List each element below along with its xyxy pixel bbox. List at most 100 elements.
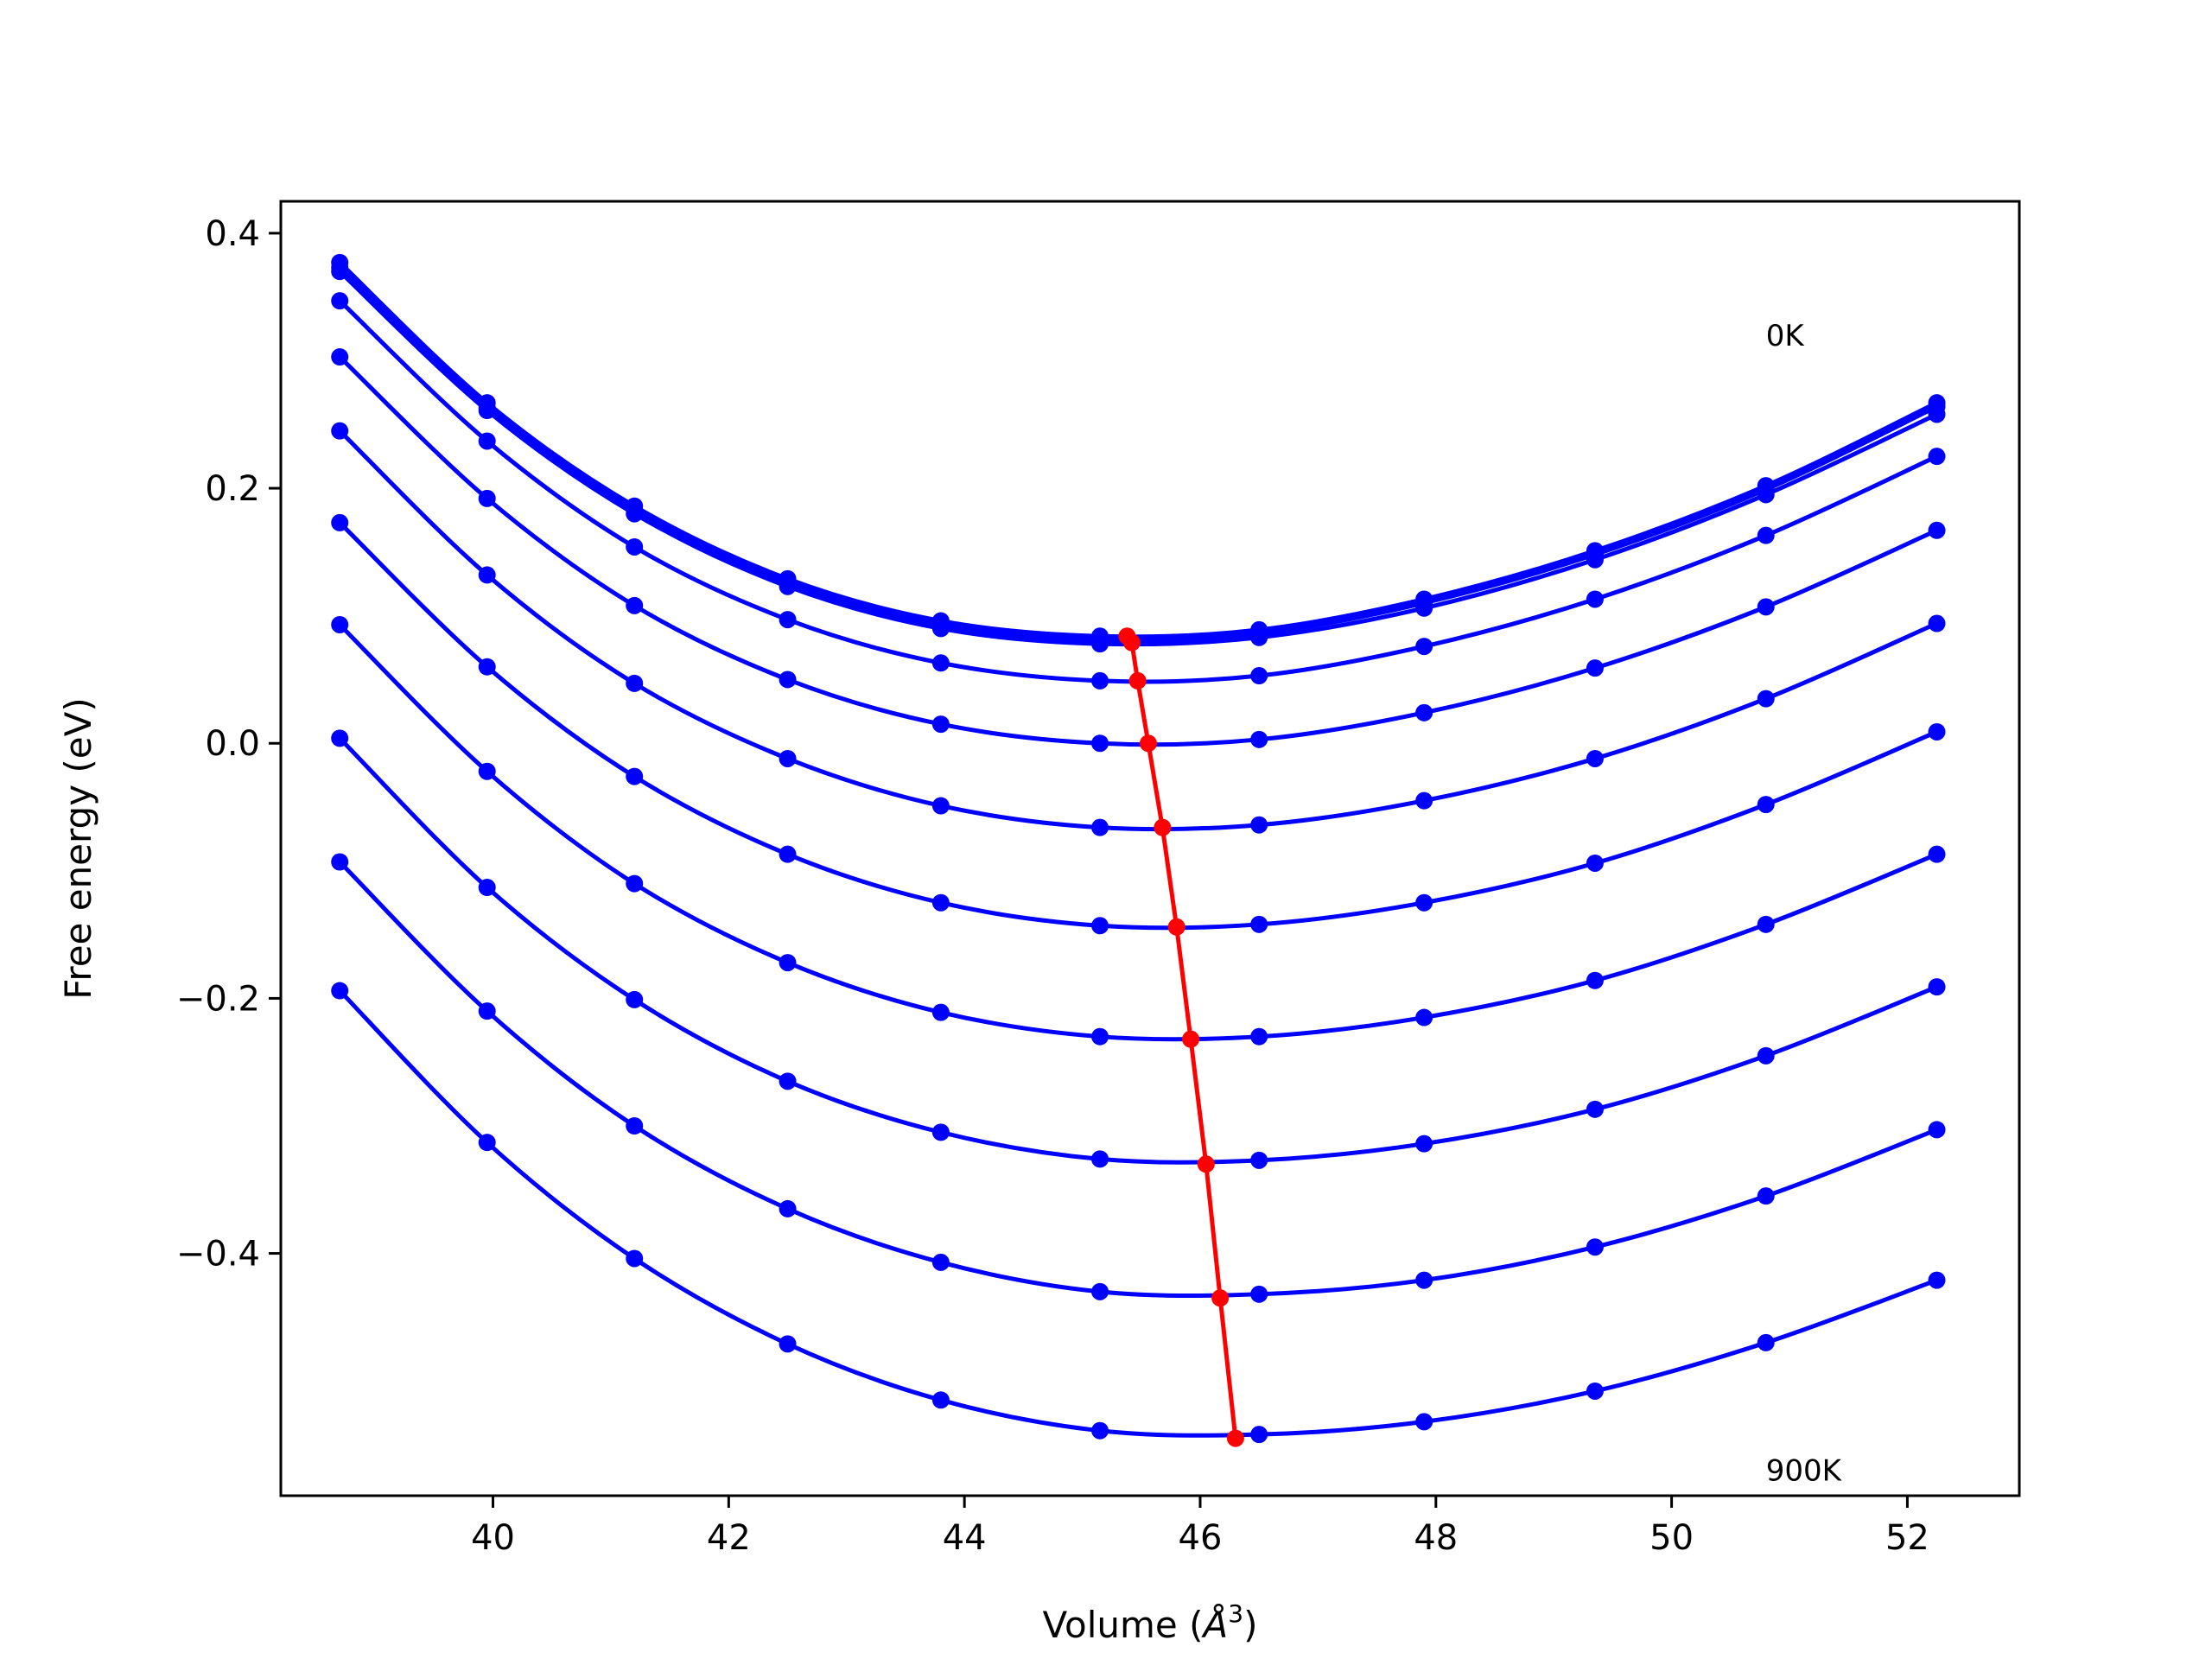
data-point xyxy=(626,874,644,893)
data-point xyxy=(931,893,950,912)
y-axis-label: Free energy (eV) xyxy=(57,697,99,1000)
y-tick-label: −0.4 xyxy=(176,1235,260,1274)
data-point xyxy=(1250,1151,1268,1169)
data-point xyxy=(779,845,797,863)
data-point xyxy=(1757,1046,1775,1065)
data-point xyxy=(626,505,644,523)
data-point xyxy=(331,422,349,440)
data-point xyxy=(1586,854,1604,872)
y-tick-label: 0.2 xyxy=(205,469,260,509)
data-point xyxy=(626,767,644,785)
y-tick-label: −0.2 xyxy=(176,979,260,1019)
x-axis-label-prefix: Volume ( xyxy=(1043,1604,1204,1646)
minimum-point xyxy=(1128,671,1147,690)
data-point xyxy=(331,513,349,531)
data-point xyxy=(1928,1271,1946,1289)
data-point xyxy=(1757,690,1775,708)
data-point xyxy=(1415,1271,1433,1289)
data-point xyxy=(779,611,797,629)
data-point xyxy=(1091,635,1109,653)
data-point xyxy=(1757,1333,1775,1351)
series-8 xyxy=(331,729,1946,1169)
data-point xyxy=(1415,638,1433,656)
data-point xyxy=(626,1249,644,1268)
minimum-point xyxy=(1167,918,1185,936)
data-point xyxy=(626,990,644,1008)
minimum-point xyxy=(1197,1155,1215,1173)
data-point xyxy=(1415,893,1433,912)
plot-area: 0K 900K xyxy=(331,253,1946,1488)
minima-series xyxy=(1118,627,1244,1447)
series-9 xyxy=(331,853,1946,1303)
data-point xyxy=(779,671,797,689)
series-6 xyxy=(331,513,1946,935)
x-axis-label-suffix: ) xyxy=(1243,1604,1257,1646)
data-point xyxy=(1928,405,1946,423)
data-point xyxy=(1586,550,1604,569)
axes-frame xyxy=(279,200,2021,1497)
data-point xyxy=(1250,816,1268,834)
x-tick-label: 46 xyxy=(1179,1518,1223,1558)
data-point xyxy=(1928,1121,1946,1139)
data-point xyxy=(1928,978,1946,996)
data-point xyxy=(1250,730,1268,748)
data-point xyxy=(1757,526,1775,544)
data-point xyxy=(1415,703,1433,721)
minima-line xyxy=(1125,634,1238,1439)
data-point xyxy=(1250,667,1268,685)
data-point xyxy=(478,489,496,507)
data-point xyxy=(931,654,950,672)
data-point xyxy=(331,348,349,366)
data-point xyxy=(779,954,797,972)
data-point xyxy=(331,729,349,747)
data-point xyxy=(626,596,644,614)
data-point xyxy=(478,1134,496,1152)
data-point xyxy=(331,263,349,281)
data-point xyxy=(931,715,950,734)
temperature-annotation: 0K xyxy=(1766,319,1806,353)
minimum-point xyxy=(1122,633,1141,652)
data-point xyxy=(931,1391,950,1409)
data-point xyxy=(1415,1413,1433,1431)
data-point xyxy=(779,1335,797,1353)
data-point xyxy=(1757,1187,1775,1205)
x-axis-label-unit: Å xyxy=(1201,1603,1229,1646)
x-axis-label: Volume (Å3) xyxy=(1043,1599,1258,1646)
data-point xyxy=(1757,486,1775,504)
data-point xyxy=(1586,971,1604,989)
data-point xyxy=(331,982,349,1000)
data-point xyxy=(1091,1421,1109,1440)
data-point xyxy=(779,749,797,767)
data-point xyxy=(1757,915,1775,933)
x-tick-label: 50 xyxy=(1649,1518,1694,1558)
x-axis-label-power: 3 xyxy=(1228,1599,1243,1628)
data-point xyxy=(1928,448,1946,466)
series-5 xyxy=(331,422,1946,836)
minimum-point xyxy=(1226,1429,1244,1447)
data-point xyxy=(1586,1238,1604,1256)
x-tick-label: 48 xyxy=(1414,1518,1458,1558)
data-point xyxy=(478,762,496,780)
data-point xyxy=(331,292,349,310)
data-point xyxy=(1091,671,1109,690)
y-tick-label: 0.0 xyxy=(205,724,260,764)
x-tick-label: 42 xyxy=(707,1518,751,1558)
minimum-point xyxy=(1211,1289,1230,1307)
minimum-point xyxy=(1154,818,1172,836)
data-point xyxy=(626,537,644,556)
data-point xyxy=(1415,791,1433,810)
data-point xyxy=(478,432,496,450)
data-point xyxy=(1250,915,1268,933)
data-point xyxy=(1091,1150,1109,1168)
data-point xyxy=(1757,796,1775,814)
y-tick-label: 0.4 xyxy=(205,214,260,254)
minimum-point xyxy=(1139,734,1157,753)
data-point xyxy=(1928,845,1946,863)
x-tick-label: 52 xyxy=(1885,1518,1929,1558)
data-point xyxy=(931,1253,950,1271)
data-point xyxy=(1415,1008,1433,1027)
data-point xyxy=(1586,749,1604,767)
data-point xyxy=(1586,590,1604,608)
data-point xyxy=(931,620,950,638)
